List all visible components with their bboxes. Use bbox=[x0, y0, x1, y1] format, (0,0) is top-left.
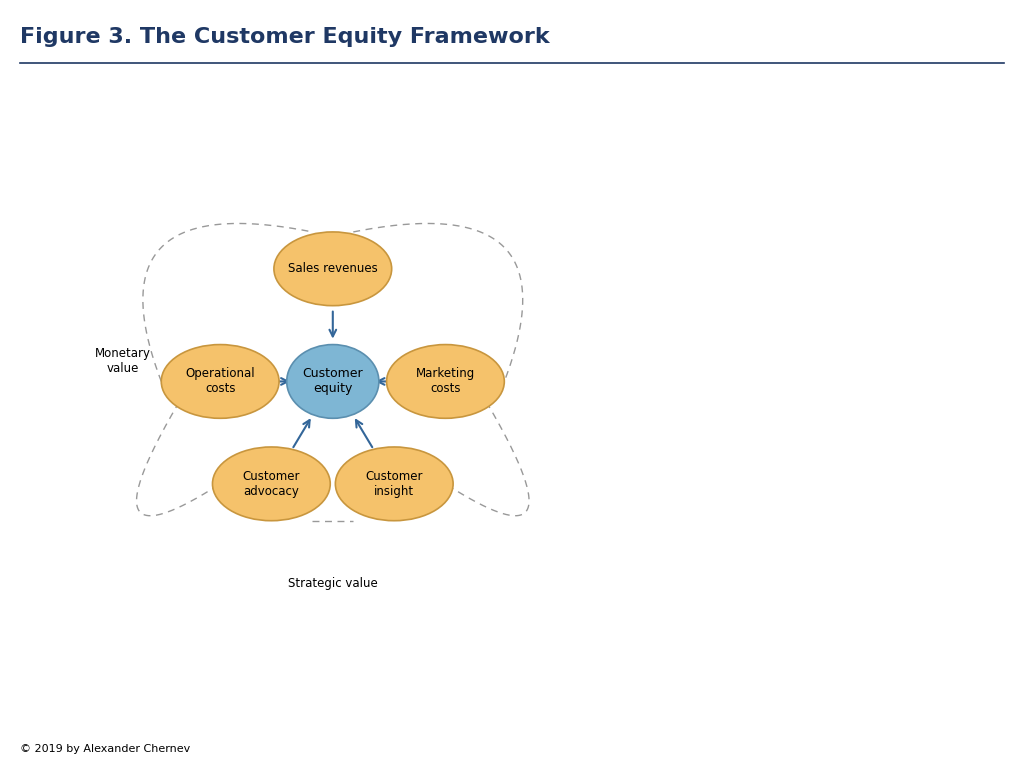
Ellipse shape bbox=[274, 232, 391, 306]
Text: Customer
insight: Customer insight bbox=[366, 470, 423, 498]
Text: Operational
costs: Operational costs bbox=[185, 367, 255, 396]
Text: Customer
equity: Customer equity bbox=[302, 367, 364, 396]
Text: Customer
advocacy: Customer advocacy bbox=[243, 470, 300, 498]
Text: © 2019 by Alexander Chernev: © 2019 by Alexander Chernev bbox=[20, 744, 190, 754]
Ellipse shape bbox=[213, 447, 330, 521]
Text: Marketing
costs: Marketing costs bbox=[416, 367, 475, 396]
Text: Sales revenues: Sales revenues bbox=[288, 263, 378, 275]
Ellipse shape bbox=[162, 345, 279, 419]
Text: Monetary
value: Monetary value bbox=[95, 347, 151, 375]
Text: Figure 3. The Customer Equity Framework: Figure 3. The Customer Equity Framework bbox=[20, 27, 550, 47]
Ellipse shape bbox=[287, 345, 379, 419]
Text: Strategic value: Strategic value bbox=[288, 578, 378, 590]
Ellipse shape bbox=[336, 447, 453, 521]
Ellipse shape bbox=[386, 345, 504, 419]
